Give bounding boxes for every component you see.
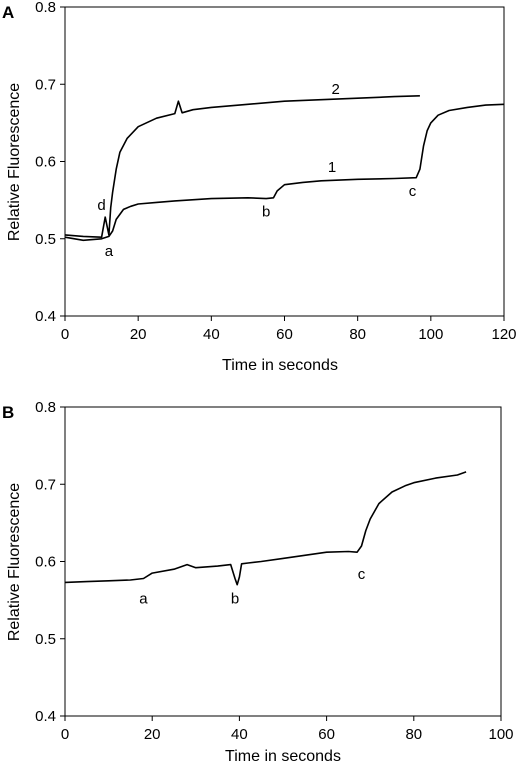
panel-a-annotation-d: d [97, 197, 105, 214]
panel-a-x-tick-label: 20 [130, 326, 147, 343]
panel-a-x-tick-label: 40 [203, 326, 220, 343]
panel-a-annotation-c: c [409, 183, 417, 200]
panel-a-x-axis-label: Time in seconds [222, 357, 338, 374]
panel-a-annotation-b: b [262, 204, 270, 221]
panel-a-x-tick-label: 80 [349, 326, 366, 343]
panel-a-annotations: 2 1 d a b c [97, 81, 416, 260]
panel-a-series-line-1 [64, 103, 505, 242]
panel-b-letter: B [2, 403, 14, 422]
panel-b-series-line-1 [64, 471, 467, 586]
panel-b-annotations: a b c [139, 566, 365, 608]
panel-a-annotation-a: a [105, 243, 114, 260]
panel-b-x-ticks: 0 20 40 60 80 100 [61, 716, 514, 743]
panel-b-y-tick-label: 0.4 [35, 708, 56, 725]
panel-a-letter: A [2, 3, 14, 22]
panel-a-x-ticks: 0 20 40 60 80 100 120 [61, 316, 517, 343]
panel-a-x-tick-label: 0 [61, 326, 69, 343]
panel-a-y-ticks: 0.4 0.5 0.6 0.7 0.8 [35, 0, 65, 325]
panel-a-series-line-2 [64, 95, 420, 238]
panel-a-y-tick-label: 0.5 [35, 231, 56, 248]
panel-b-y-ticks: 0.4 0.5 0.6 0.7 0.8 [35, 399, 65, 725]
panel-a-y-tick-label: 0.4 [35, 308, 56, 325]
panel-b-x-tick-label: 100 [488, 726, 513, 743]
panel-b-y-axis-label: Relative Fluorescence [6, 483, 23, 641]
panel-b-annotation-a: a [139, 591, 148, 608]
panel-a-y-tick-label: 0.6 [35, 154, 56, 171]
panel-b-x-tick-label: 80 [405, 726, 422, 743]
panel-b-annotation-c: c [358, 566, 366, 583]
panel-b-y-tick-label: 0.8 [35, 399, 56, 416]
panel-a-annotation-2: 2 [332, 81, 340, 98]
panel-b-y-tick-label: 0.7 [35, 476, 56, 493]
panel-a-annotation-1: 1 [328, 159, 336, 176]
panel-a-chart: A 0.4 0.5 0.6 0.7 0.8 0 20 40 60 80 100 120 2 1 d a b c… [2, 0, 517, 374]
panel-a-series [64, 95, 505, 242]
panel-b-plot-frame [64, 406, 502, 717]
panel-a-y-axis-label: Relative Fluorescence [6, 83, 23, 241]
panel-a-x-tick-label: 60 [276, 326, 293, 343]
panel-b-annotation-b: b [231, 591, 239, 608]
panel-b-x-tick-label: 0 [61, 726, 69, 743]
panel-b-chart: B 0.4 0.5 0.6 0.7 0.8 0 20 40 60 80 100 a b c Time … [2, 399, 514, 765]
panel-a-y-tick-label: 0.8 [35, 0, 56, 16]
panel-b-y-tick-label: 0.6 [35, 554, 56, 571]
panel-a-plot-frame [64, 6, 505, 317]
panel-b-x-tick-label: 60 [318, 726, 335, 743]
panel-a-x-tick-label: 120 [491, 326, 516, 343]
panel-b-x-tick-label: 40 [231, 726, 248, 743]
panel-a-y-tick-label: 0.7 [35, 76, 56, 93]
panel-b-y-tick-label: 0.5 [35, 631, 56, 648]
panel-a-x-tick-label: 100 [418, 326, 443, 343]
panel-b-x-axis-label: Time in seconds [225, 748, 341, 765]
panel-b-series [64, 471, 467, 586]
panel-b-x-tick-label: 20 [144, 726, 161, 743]
